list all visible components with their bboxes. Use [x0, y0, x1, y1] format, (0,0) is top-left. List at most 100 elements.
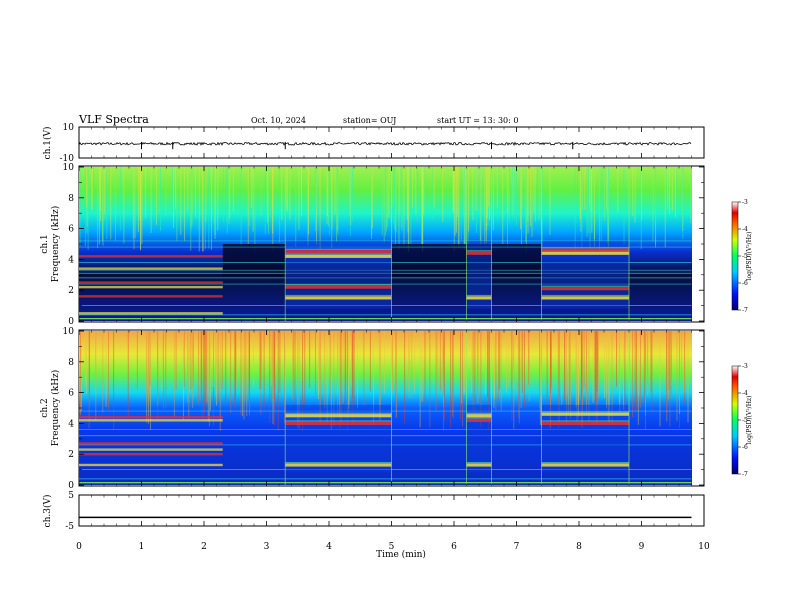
noise-streak	[328, 167, 329, 227]
noise-streak	[134, 167, 136, 239]
noise-streak	[100, 167, 101, 221]
colorbar-tick-label: -3	[742, 199, 748, 206]
noise-streak	[586, 331, 587, 414]
noise-streak	[546, 331, 548, 407]
noise-streak	[204, 331, 205, 413]
noise-streak	[464, 167, 466, 251]
noise-streak	[676, 331, 678, 421]
start-time-label: start UT = 13: 30: 0	[437, 116, 518, 125]
noise-streak	[650, 331, 652, 393]
noise-streak	[240, 167, 242, 248]
noise-streak	[460, 331, 462, 404]
noise-streak	[315, 167, 316, 232]
noise-streak	[318, 331, 319, 400]
noise-streak	[146, 331, 148, 394]
noise-streak	[353, 331, 355, 405]
noise-streak	[267, 167, 268, 223]
ch1-channel-label: ch.1	[40, 234, 50, 253]
frequency-tick-label: 2	[68, 286, 74, 296]
noise-streak	[243, 331, 245, 420]
noise-streak	[373, 331, 374, 425]
ch2-colorbar-ticks: -3 -4 -5 -6 -7	[738, 363, 748, 478]
noise-streak	[81, 331, 82, 411]
noise-streak	[342, 331, 344, 404]
emission-band	[541, 247, 629, 249]
noise-streak	[261, 331, 262, 395]
noise-streak	[381, 167, 383, 236]
emission-band	[466, 250, 492, 252]
station-label: station= OUJ	[343, 116, 396, 125]
noise-streak	[539, 331, 540, 409]
noise-streak	[511, 331, 513, 421]
noise-streak	[597, 331, 599, 399]
noise-streak	[119, 167, 121, 231]
noise-streak	[250, 167, 252, 208]
noise-streak	[222, 167, 224, 222]
noise-streak	[336, 167, 338, 220]
emission-band	[285, 253, 392, 255]
emission-band	[79, 453, 223, 456]
emission-band	[79, 281, 223, 284]
noise-streak	[190, 167, 192, 251]
noise-streak	[84, 331, 86, 386]
noise-streak	[329, 331, 331, 399]
noise-streak	[416, 167, 418, 209]
noise-streak	[460, 331, 461, 419]
emission-band	[285, 414, 392, 418]
noise-streak	[145, 167, 146, 219]
noise-streak	[411, 331, 413, 399]
noise-streak	[670, 331, 672, 395]
noise-streak	[327, 167, 328, 216]
time-axis-label: Time (min)	[376, 549, 426, 560]
noise-streak	[513, 331, 515, 429]
noise-streak	[433, 167, 435, 209]
noise-streak	[263, 331, 265, 410]
colorbar-tick-label: -7	[742, 307, 748, 314]
noise-streak	[309, 331, 311, 389]
noise-streak	[138, 167, 139, 232]
noise-streak	[488, 167, 489, 207]
colorbar-tick-label: -3	[742, 363, 748, 370]
noise-streak	[213, 167, 215, 223]
noise-streak	[588, 331, 590, 422]
noise-streak	[664, 167, 666, 248]
noise-streak	[388, 167, 390, 218]
noise-streak	[530, 167, 531, 227]
emission-band	[466, 418, 492, 422]
noise-streak	[659, 331, 661, 427]
noise-streak	[606, 331, 607, 409]
noise-streak	[79, 167, 81, 247]
noise-streak	[408, 167, 410, 252]
emission-band	[79, 419, 223, 422]
noise-streak	[304, 331, 306, 405]
noise-streak	[403, 167, 405, 247]
ch2-frequency-ticks: 0 2 4 6 8 10	[63, 327, 704, 491]
noise-streak	[202, 167, 203, 252]
noise-streak	[594, 331, 596, 402]
noise-streak	[489, 331, 490, 425]
emission-band	[466, 294, 492, 297]
emission-band	[285, 463, 392, 467]
noise-streak	[271, 331, 273, 387]
noise-streak	[161, 331, 163, 391]
noise-streak	[415, 167, 417, 215]
noise-streak	[136, 331, 138, 390]
noise-streak	[216, 331, 217, 406]
emission-band	[79, 312, 223, 315]
ch1-spectrogram-content	[79, 167, 692, 321]
noise-streak	[139, 167, 141, 221]
noise-streak	[407, 167, 409, 233]
noise-streak	[386, 167, 387, 232]
noise-streak	[497, 167, 499, 221]
noise-streak	[344, 331, 346, 414]
noise-streak	[679, 331, 680, 414]
noise-streak	[528, 331, 530, 402]
emission-band	[541, 420, 629, 422]
noise-streak	[173, 331, 175, 418]
noise-streak	[386, 167, 388, 227]
noise-streak	[500, 331, 502, 411]
noise-streak	[579, 167, 581, 220]
noise-streak	[302, 331, 303, 432]
frequency-tick-label: 10	[63, 327, 75, 337]
noise-streak	[487, 331, 488, 398]
